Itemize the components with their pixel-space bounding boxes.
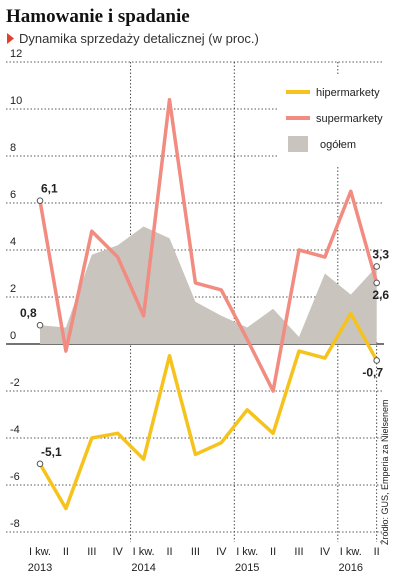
grid: -8 -6 -4 -2 0 2 4 6 8 10 12 xyxy=(6,48,384,542)
y-tick-label: -2 xyxy=(10,377,20,389)
chart-title: Hamowanie i spadanie xyxy=(6,6,190,27)
x-tick-label: I kw. xyxy=(340,546,362,558)
y-tick-label: 2 xyxy=(10,283,16,295)
line xyxy=(38,311,379,511)
y-tick-label: 6 xyxy=(10,189,16,201)
x-tick-label: II xyxy=(374,546,380,558)
x-tick-label: II xyxy=(270,546,276,558)
data-label: -5,1 xyxy=(41,445,62,459)
x-tick-label: II xyxy=(166,546,172,558)
point-marker xyxy=(36,460,44,468)
data-label: 3,3 xyxy=(372,247,389,261)
x-tick-label: III xyxy=(191,546,200,558)
y-tick-label: 12 xyxy=(10,48,22,60)
y-tick-label: -4 xyxy=(10,424,20,436)
y-tick-label: 10 xyxy=(10,95,22,107)
point-marker xyxy=(36,197,44,204)
y-tick-label: 8 xyxy=(10,142,16,154)
subtitle-marker xyxy=(7,33,14,44)
data-label: 6,1 xyxy=(41,182,58,196)
y-tick-label: 4 xyxy=(10,236,16,248)
point-marker xyxy=(373,279,381,287)
point-marker xyxy=(373,263,381,270)
point-marker xyxy=(36,321,44,329)
x-tick-label: I kw. xyxy=(236,546,258,558)
x-tick-label: IV xyxy=(320,546,331,558)
legend-label: ogółem xyxy=(320,139,356,151)
x-tick-label: I kw. xyxy=(133,546,155,558)
area xyxy=(40,226,377,344)
x-tick-label: III xyxy=(294,546,303,558)
legend-label: supermarkety xyxy=(316,113,383,125)
x-year-label: 2015 xyxy=(235,562,259,574)
legend-label: hipermarkety xyxy=(316,87,380,99)
x-year-label: 2014 xyxy=(131,562,155,574)
data-label: 0,8 xyxy=(20,306,37,320)
data-label: -0,7 xyxy=(362,365,383,379)
x-year-label: 2013 xyxy=(28,562,52,574)
x-tick-label: IV xyxy=(112,546,123,558)
chart-subtitle: Dynamika sprzedaży detalicznej (w proc.) xyxy=(19,31,259,46)
y-tick-label: -8 xyxy=(10,518,20,530)
x-tick-label: III xyxy=(87,546,96,558)
y-tick-label: 0 xyxy=(10,330,16,342)
plot xyxy=(38,97,379,511)
legend-swatch xyxy=(288,136,308,152)
x-tick-label: I kw. xyxy=(29,546,51,558)
source-note: Źródło: GUS, Emperia za Nielsenem xyxy=(380,399,390,545)
line xyxy=(38,97,379,393)
point-marker xyxy=(373,357,381,364)
data-label: 2,6 xyxy=(372,288,389,302)
x-tick-label: II xyxy=(63,546,69,558)
y-tick-label: -6 xyxy=(10,471,20,483)
x-year-label: 2016 xyxy=(339,562,363,574)
x-tick-label: IV xyxy=(216,546,227,558)
